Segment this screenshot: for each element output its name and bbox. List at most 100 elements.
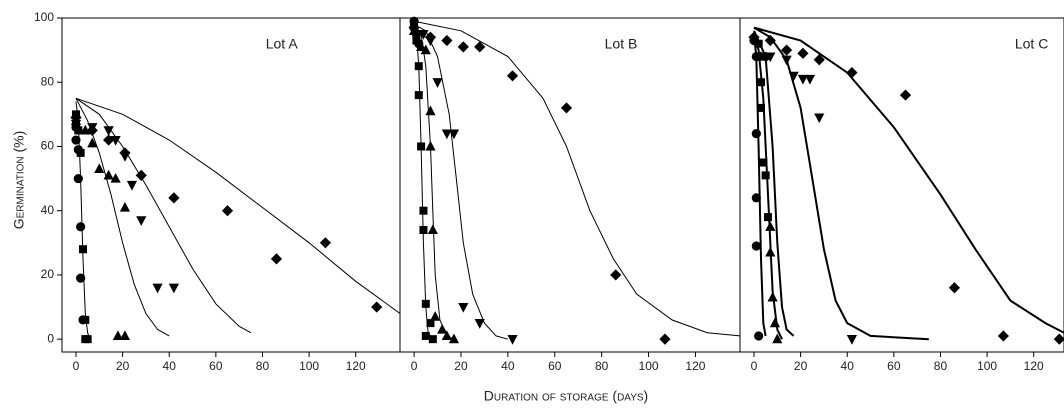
point [319,237,332,249]
point [425,105,436,116]
point [788,71,799,82]
point [80,124,91,135]
point [94,163,105,174]
point [86,124,98,137]
point [419,206,428,215]
x-tick-label: 80 [934,359,948,373]
y-tick-label: 0 [47,331,54,345]
point [70,111,82,124]
point [610,269,622,281]
point [997,330,1009,342]
point [419,225,428,234]
x-tick-label: 0 [751,359,758,373]
point [412,36,421,45]
point [814,113,825,124]
point [754,39,763,48]
x-tick-label: 60 [548,359,562,373]
plot-frame [399,17,741,353]
point [371,301,383,313]
y-tick-label: 60 [41,139,55,153]
fit-curve [753,26,929,341]
point [425,140,436,151]
point [270,253,283,265]
point [73,173,83,184]
point [221,205,234,217]
point [119,201,131,212]
point [441,34,453,47]
plot-frame [739,17,1064,353]
point [437,323,448,334]
point [948,282,961,294]
x-tick-label: 100 [977,359,997,373]
x-tick-label: 100 [639,359,659,373]
x-tick-label: 0 [411,359,418,373]
point [765,52,776,63]
point [112,330,124,341]
point [110,172,121,183]
y-tick-label: 40 [41,203,55,217]
x-tick-label: 120 [685,359,705,373]
point [506,70,519,82]
point [765,246,776,257]
point [846,66,858,79]
point [772,333,783,344]
plot-frame [61,17,401,353]
y-tick-label: 20 [41,267,55,281]
x-tick-label: 20 [794,359,808,373]
x-tick-label: 120 [1024,359,1044,373]
point [781,44,793,56]
point [430,311,441,321]
point [797,47,809,59]
point [110,135,121,146]
point [424,31,437,43]
x-tick-label: 20 [454,359,468,373]
x-tick-label: 20 [116,359,130,373]
point [152,283,163,294]
point [751,193,761,203]
point [103,134,115,146]
point [168,192,180,204]
point [420,44,431,55]
point [135,169,147,181]
x-tick-label: 100 [299,359,319,373]
panel-title: Lot B [605,36,638,52]
point [767,291,778,302]
point [458,302,469,313]
point [432,78,443,88]
point [408,22,420,34]
point [78,245,87,254]
point [103,169,114,180]
point [83,335,92,344]
fit-curve [75,97,252,334]
point [76,148,85,157]
point [427,224,438,235]
panel-title: Lot C [1015,36,1048,52]
point [748,31,760,43]
point [421,299,430,308]
y-tick-label: 80 [41,74,55,88]
point [756,103,765,112]
point [804,74,816,85]
x-tick-label: 80 [256,359,270,373]
point [168,283,179,294]
point [76,273,86,283]
point [76,222,86,232]
point [474,41,486,53]
point [765,221,776,231]
point [71,135,81,145]
point [81,315,90,324]
y-axis-title: Germination (%) [11,131,27,230]
point [441,330,452,341]
point [754,331,764,341]
x-axis-title: Duration of storage (days) [484,388,648,404]
point [474,318,485,329]
plot-area [75,97,400,340]
points [748,31,1064,345]
point [846,335,857,345]
point [659,333,671,345]
point [418,29,429,40]
fit-curve [753,33,783,340]
plot-area [753,26,1064,341]
